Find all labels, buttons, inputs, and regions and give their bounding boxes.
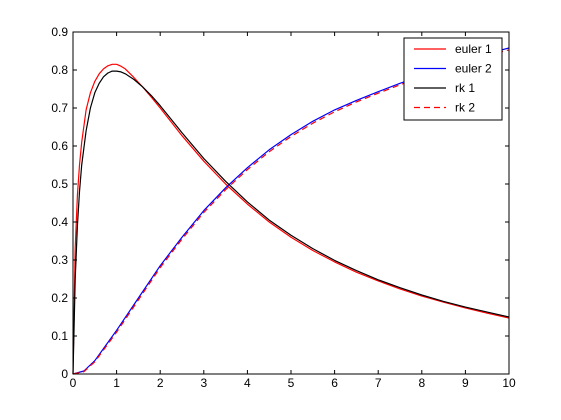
y-tick-label: 0.4 [51, 215, 68, 229]
x-tick-label: 8 [418, 376, 425, 390]
x-tick-label: 0 [70, 376, 77, 390]
x-tick-label: 9 [462, 376, 469, 390]
x-axis: 0 1 2 3 4 5 6 7 8 9 10 [70, 32, 516, 390]
y-tick-label: 0.5 [51, 177, 68, 191]
x-tick-label: 2 [157, 376, 164, 390]
x-tick-label: 3 [200, 376, 207, 390]
legend-label: rk 1 [455, 81, 475, 95]
x-tick-label: 4 [244, 376, 251, 390]
y-tick-label: 0.8 [51, 63, 68, 77]
x-tick-label: 10 [502, 376, 516, 390]
series-line-euler-1 [72, 63, 510, 375]
y-axis: 0 0.1 0.2 0.3 0.4 0.5 0.6 0.7 0.8 0.9 [51, 25, 509, 381]
x-tick-label: 7 [375, 376, 382, 390]
legend-label: euler 1 [455, 42, 492, 56]
x-tick-label: 1 [113, 376, 120, 390]
y-tick-label: 0.3 [51, 253, 68, 267]
y-tick-label: 0.9 [51, 25, 68, 39]
y-tick-label: 0.6 [51, 139, 68, 153]
series-line-rk-1 [72, 70, 510, 375]
y-tick-label: 0.7 [51, 101, 68, 115]
legend-label: euler 2 [455, 62, 492, 76]
x-tick-label: 6 [331, 376, 338, 390]
legend-box [403, 37, 503, 121]
legend-label: rk 2 [455, 101, 475, 115]
y-tick-label: 0.2 [51, 291, 68, 305]
y-tick-label: 0.1 [51, 329, 68, 343]
x-tick-label: 5 [288, 376, 295, 390]
legend: euler 1 euler 2 rk 1 rk 2 [403, 37, 503, 121]
series-line-rk-2 [72, 49, 510, 375]
y-tick-label: 0 [61, 367, 68, 381]
